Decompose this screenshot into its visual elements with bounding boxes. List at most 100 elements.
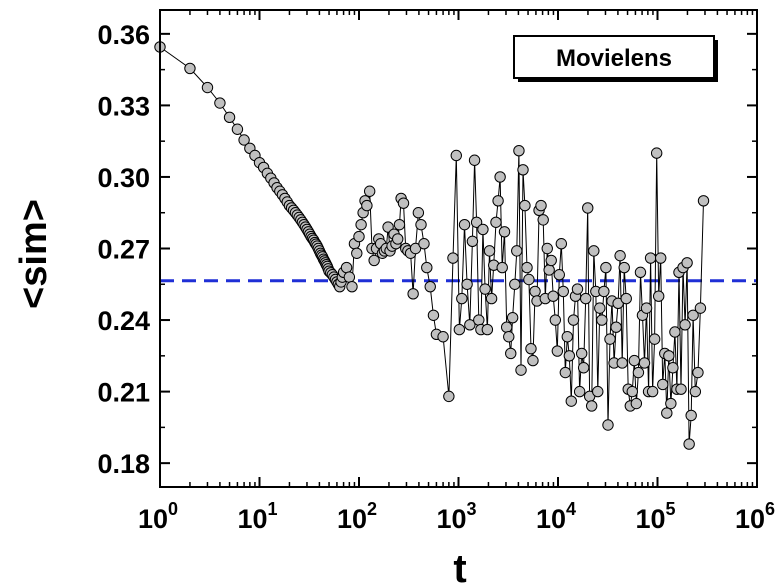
x-tick-label: 100 bbox=[138, 499, 178, 534]
series-line bbox=[159, 46, 704, 445]
data-point bbox=[620, 292, 632, 305]
data-point bbox=[521, 261, 533, 274]
data-point bbox=[355, 218, 367, 231]
data-point bbox=[545, 254, 557, 267]
data-point bbox=[407, 288, 419, 300]
tick-layer bbox=[159, 10, 758, 487]
data-point bbox=[468, 154, 481, 166]
data-point bbox=[644, 252, 657, 264]
data-point bbox=[551, 345, 564, 357]
data-point bbox=[409, 242, 422, 255]
data-point bbox=[523, 273, 535, 286]
data-point bbox=[628, 354, 641, 367]
data-point bbox=[559, 366, 572, 379]
data-point bbox=[588, 245, 600, 257]
data-point bbox=[679, 319, 691, 331]
data-point bbox=[573, 385, 586, 398]
series-layer bbox=[154, 41, 710, 450]
data-point bbox=[464, 319, 476, 331]
data-point bbox=[663, 350, 675, 362]
data-point bbox=[594, 302, 606, 314]
data-point bbox=[614, 249, 626, 262]
data-point bbox=[490, 216, 502, 228]
data-point bbox=[602, 419, 614, 431]
data-point bbox=[529, 285, 541, 298]
data-point bbox=[437, 331, 449, 343]
x-tick-label: 101 bbox=[237, 499, 277, 534]
data-point bbox=[466, 235, 479, 248]
data-point bbox=[665, 397, 677, 410]
data-point bbox=[604, 333, 616, 345]
data-point bbox=[505, 347, 517, 360]
data-point bbox=[231, 123, 244, 135]
data-point bbox=[223, 111, 236, 124]
data-point bbox=[214, 97, 226, 109]
data-point bbox=[201, 81, 214, 94]
data-point bbox=[561, 331, 573, 343]
data-point bbox=[630, 397, 643, 410]
data-point bbox=[496, 261, 508, 274]
data-point bbox=[535, 199, 547, 212]
data-point bbox=[667, 362, 679, 374]
data-point bbox=[238, 134, 250, 146]
x-tick-label: 106 bbox=[735, 499, 775, 534]
data-point bbox=[580, 292, 592, 305]
data-point bbox=[610, 321, 622, 333]
data-point bbox=[393, 218, 406, 231]
data-point bbox=[585, 400, 598, 412]
data-point bbox=[397, 197, 410, 209]
data-point bbox=[458, 218, 471, 231]
data-point bbox=[694, 302, 707, 314]
y-tick-label: 0.36 bbox=[97, 20, 150, 50]
data-point bbox=[527, 354, 539, 367]
data-point bbox=[681, 257, 693, 269]
data-point bbox=[503, 331, 515, 343]
data-point bbox=[392, 233, 404, 245]
data-point bbox=[652, 290, 665, 302]
data-point bbox=[632, 366, 645, 379]
data-point bbox=[427, 309, 440, 321]
data-point bbox=[477, 223, 489, 236]
data-point bbox=[343, 271, 356, 283]
y-axis-title: <sim> bbox=[13, 199, 55, 309]
data-point bbox=[517, 164, 529, 176]
data-point bbox=[541, 242, 553, 255]
data-point bbox=[421, 261, 433, 274]
y-tick-label: 0.30 bbox=[97, 163, 150, 193]
y-tick-label: 0.24 bbox=[97, 306, 150, 336]
x-axis-title: t bbox=[453, 547, 466, 587]
data-point bbox=[567, 314, 580, 326]
data-point bbox=[500, 321, 513, 333]
legend: Movielens bbox=[513, 35, 718, 82]
data-point bbox=[443, 390, 455, 403]
data-point bbox=[473, 314, 485, 326]
data-point bbox=[592, 385, 604, 398]
data-point bbox=[600, 261, 612, 274]
data-point bbox=[646, 385, 659, 398]
data-point bbox=[657, 378, 669, 391]
data-point bbox=[415, 218, 427, 231]
data-point bbox=[483, 245, 496, 257]
data-point bbox=[461, 278, 473, 290]
data-point bbox=[418, 238, 430, 250]
data-point bbox=[351, 247, 363, 259]
data-point bbox=[456, 292, 468, 305]
x-tick-label: 105 bbox=[635, 499, 675, 534]
data-point bbox=[549, 314, 562, 326]
x-tick-label: 104 bbox=[536, 499, 576, 534]
data-point bbox=[424, 280, 436, 293]
data-point bbox=[575, 347, 588, 360]
data-point bbox=[557, 285, 569, 298]
data-point bbox=[515, 364, 527, 376]
data-point bbox=[650, 147, 663, 159]
data-point bbox=[640, 302, 653, 314]
data-point bbox=[626, 385, 638, 398]
data-point bbox=[669, 326, 681, 338]
data-point bbox=[346, 280, 358, 293]
data-point bbox=[547, 290, 559, 302]
data-point bbox=[577, 362, 590, 374]
legend-box bbox=[513, 35, 715, 79]
data-point bbox=[697, 195, 710, 207]
data-point bbox=[479, 283, 491, 295]
data-point bbox=[470, 216, 483, 228]
